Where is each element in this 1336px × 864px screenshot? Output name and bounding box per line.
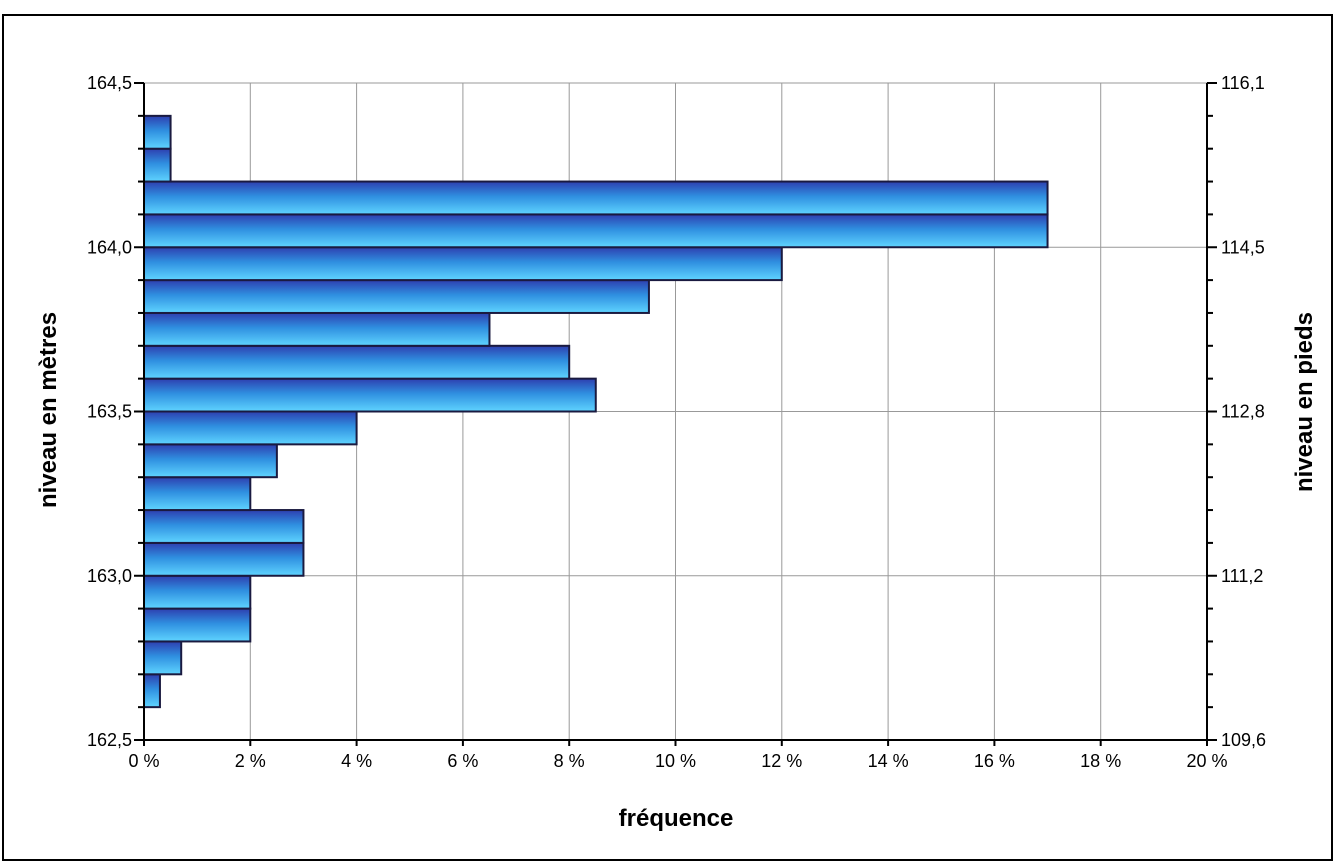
y-tick-label: 164,0 [87, 237, 132, 257]
bars [143, 114, 1049, 709]
histogram-bar [143, 344, 571, 380]
y-axis-label: niveau en mètres [35, 312, 62, 508]
histogram-bar [143, 410, 358, 446]
histogram-bar [143, 541, 305, 577]
y2-tick-label: 116,1 [1221, 73, 1265, 93]
axes: 162,5 163,0 163,5 164,0 164,5 109,6 111,2 112,8… [87, 73, 1266, 771]
y2-tick-label: 112,8 [1221, 402, 1265, 422]
x-tick-label: 0 % [128, 751, 159, 771]
y2-tick-label: 111,2 [1221, 566, 1263, 586]
x-tick-label: 4 % [341, 751, 372, 771]
histogram-bar [143, 147, 172, 183]
x-tick-label: 18 % [1080, 751, 1121, 771]
x-tick-label: 2 % [235, 751, 266, 771]
x-tick-label: 16 % [974, 751, 1015, 771]
y-tick-label: 164,5 [87, 73, 132, 93]
histogram-bar [143, 574, 252, 610]
x-tick-label: 6 % [447, 751, 478, 771]
y2-tick-label: 109,6 [1221, 730, 1266, 750]
x-tick-label: 8 % [554, 751, 585, 771]
x-tick-label: 20 % [1186, 751, 1227, 771]
y-tick-label: 163,5 [87, 402, 132, 422]
histogram-bar [143, 640, 183, 676]
histogram-bar [143, 377, 597, 413]
histogram-bar [143, 213, 1049, 249]
x-tick-label: 14 % [868, 751, 909, 771]
histogram-bar [143, 311, 491, 347]
y-tick-label: 162,5 [87, 730, 132, 750]
y2-tick-label: 114,5 [1221, 237, 1265, 257]
histogram-bar [143, 180, 1049, 216]
histogram-bar [143, 673, 161, 709]
y2-axis-label: niveau en pieds [1291, 312, 1318, 492]
y-tick-label: 163,0 [87, 566, 132, 586]
histogram-bar [143, 114, 172, 150]
histogram-bar [143, 476, 252, 512]
x-tick-label: 12 % [761, 751, 802, 771]
histogram-bar [143, 509, 305, 544]
histogram-bar [143, 246, 783, 282]
x-axis-label: fréquence [619, 805, 734, 832]
histogram-bar [143, 279, 650, 314]
histogram-bar [143, 607, 252, 643]
x-tick-label: 10 % [655, 751, 696, 771]
histogram-bar [143, 443, 278, 479]
